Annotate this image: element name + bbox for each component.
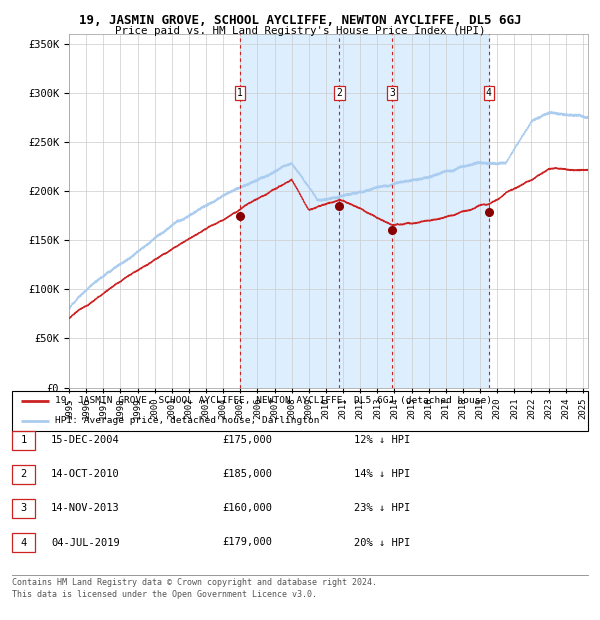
Text: £175,000: £175,000 — [222, 435, 272, 445]
Text: 1: 1 — [20, 435, 26, 445]
Text: 4: 4 — [20, 538, 26, 547]
Text: 2: 2 — [337, 88, 343, 98]
Text: £160,000: £160,000 — [222, 503, 272, 513]
Text: 14-OCT-2010: 14-OCT-2010 — [51, 469, 120, 479]
Text: £185,000: £185,000 — [222, 469, 272, 479]
Text: 14-NOV-2013: 14-NOV-2013 — [51, 503, 120, 513]
Text: 04-JUL-2019: 04-JUL-2019 — [51, 538, 120, 547]
Text: HPI: Average price, detached house, Darlington: HPI: Average price, detached house, Darl… — [55, 416, 320, 425]
Text: 23% ↓ HPI: 23% ↓ HPI — [354, 503, 410, 513]
Text: 3: 3 — [20, 503, 26, 513]
Text: 3: 3 — [389, 88, 395, 98]
Text: 15-DEC-2004: 15-DEC-2004 — [51, 435, 120, 445]
Text: 12% ↓ HPI: 12% ↓ HPI — [354, 435, 410, 445]
Text: 19, JASMIN GROVE, SCHOOL AYCLIFFE, NEWTON AYCLIFFE, DL5 6GJ (detached house): 19, JASMIN GROVE, SCHOOL AYCLIFFE, NEWTO… — [55, 396, 492, 405]
Text: This data is licensed under the Open Government Licence v3.0.: This data is licensed under the Open Gov… — [12, 590, 317, 600]
Bar — [239, 34, 488, 388]
Text: 19, JASMIN GROVE, SCHOOL AYCLIFFE, NEWTON AYCLIFFE, DL5 6GJ: 19, JASMIN GROVE, SCHOOL AYCLIFFE, NEWTO… — [79, 14, 521, 27]
Text: 4: 4 — [486, 88, 491, 98]
Text: £179,000: £179,000 — [222, 538, 272, 547]
Text: 2: 2 — [20, 469, 26, 479]
Text: 14% ↓ HPI: 14% ↓ HPI — [354, 469, 410, 479]
Text: 1: 1 — [236, 88, 242, 98]
Text: Price paid vs. HM Land Registry's House Price Index (HPI): Price paid vs. HM Land Registry's House … — [115, 26, 485, 36]
Text: Contains HM Land Registry data © Crown copyright and database right 2024.: Contains HM Land Registry data © Crown c… — [12, 578, 377, 587]
Text: 20% ↓ HPI: 20% ↓ HPI — [354, 538, 410, 547]
